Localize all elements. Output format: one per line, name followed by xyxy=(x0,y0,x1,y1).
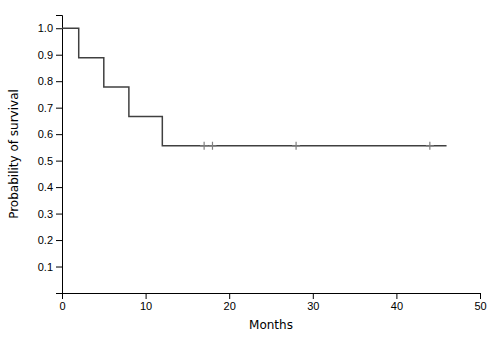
y-axis-line xyxy=(56,16,63,294)
x-axis-tick-mark xyxy=(313,293,314,299)
x-axis-line xyxy=(63,294,481,300)
x-axis-tick-mark xyxy=(480,293,481,299)
y-axis-tick-label: 0.4 xyxy=(38,181,53,193)
y-axis-tick-mark xyxy=(56,187,62,188)
x-axis-tick: 20 xyxy=(224,293,236,312)
y-axis-tick: 0.2 xyxy=(38,234,62,246)
censor-mark xyxy=(292,142,300,150)
y-axis-tick-label: 0.2 xyxy=(38,234,53,246)
y-axis-tick-label: 0.9 xyxy=(38,49,53,61)
x-axis-tick: 0 xyxy=(59,293,65,312)
y-axis-tick-label: 0.1 xyxy=(38,261,53,273)
y-axis-tick-mark xyxy=(56,81,62,82)
x-axis-tick: 50 xyxy=(474,293,486,312)
x-axis-title: Months xyxy=(249,318,293,332)
plot-area: 0 10 20 30 40 50 0.1 0.2 0.3 0.4 0.5 0.6 0.7 0.8 0.9 1.… xyxy=(7,16,487,333)
censor-mark xyxy=(426,142,434,150)
y-axis-tick-mark xyxy=(56,240,62,241)
y-axis-tick-mark xyxy=(56,55,62,56)
y-axis-tick: 0.7 xyxy=(38,102,62,114)
y-axis: 0.1 0.2 0.3 0.4 0.5 0.6 0.7 0.8 0.9 1.0 xyxy=(38,16,63,294)
x-axis-tick-label: 50 xyxy=(474,300,486,312)
y-axis-title: Probability of survival xyxy=(7,89,21,219)
y-axis-tick-label: 0.5 xyxy=(38,155,53,167)
survival-line xyxy=(62,28,447,146)
y-axis-tick: 0.9 xyxy=(38,49,62,61)
x-axis: 0 10 20 30 40 50 xyxy=(59,293,486,312)
x-axis-tick-label: 20 xyxy=(224,300,236,312)
y-axis-tick-mark xyxy=(56,161,62,162)
y-axis-tick-mark xyxy=(56,108,62,109)
y-axis-tick-label: 0.7 xyxy=(38,102,53,114)
y-axis-tick: 1.0 xyxy=(38,22,62,34)
y-axis-tick: 0.4 xyxy=(38,181,62,193)
x-axis-tick: 10 xyxy=(140,293,152,312)
y-axis-tick-mark xyxy=(56,214,62,215)
y-axis-tick-mark xyxy=(56,134,62,135)
x-axis-tick-label: 0 xyxy=(59,300,65,312)
x-axis-tick-label: 40 xyxy=(391,300,403,312)
y-axis-tick-label: 1.0 xyxy=(38,22,53,34)
marks xyxy=(62,28,447,150)
y-axis-tick: 0.5 xyxy=(38,155,62,167)
y-axis-tick-label: 0.3 xyxy=(38,208,53,220)
y-axis-tick-label: 0.6 xyxy=(38,128,53,140)
x-axis-tick-mark xyxy=(396,293,397,299)
y-axis-tick-label: 0.8 xyxy=(38,75,53,87)
x-axis-tick: 40 xyxy=(391,293,403,312)
y-axis-tick: 0.6 xyxy=(38,128,62,140)
x-axis-tick: 30 xyxy=(307,293,319,312)
y-axis-tick: 0.8 xyxy=(38,75,62,87)
y-axis-tick: 0.3 xyxy=(38,208,62,220)
censor-mark xyxy=(200,142,208,150)
y-axis-tick-mark xyxy=(56,267,62,268)
x-axis-tick-label: 10 xyxy=(140,300,152,312)
x-axis-tick-label: 30 xyxy=(307,300,319,312)
y-axis-tick-mark xyxy=(56,28,62,29)
y-axis-tick: 0.1 xyxy=(38,261,62,273)
censor-mark xyxy=(208,142,216,150)
x-axis-tick-mark xyxy=(146,293,147,299)
x-axis-tick-mark xyxy=(229,293,230,299)
chart: 0 10 20 30 40 50 0.1 0.2 0.3 0.4 0.5 0.6 0.7 0.8 0.9 1.… xyxy=(0,0,500,338)
